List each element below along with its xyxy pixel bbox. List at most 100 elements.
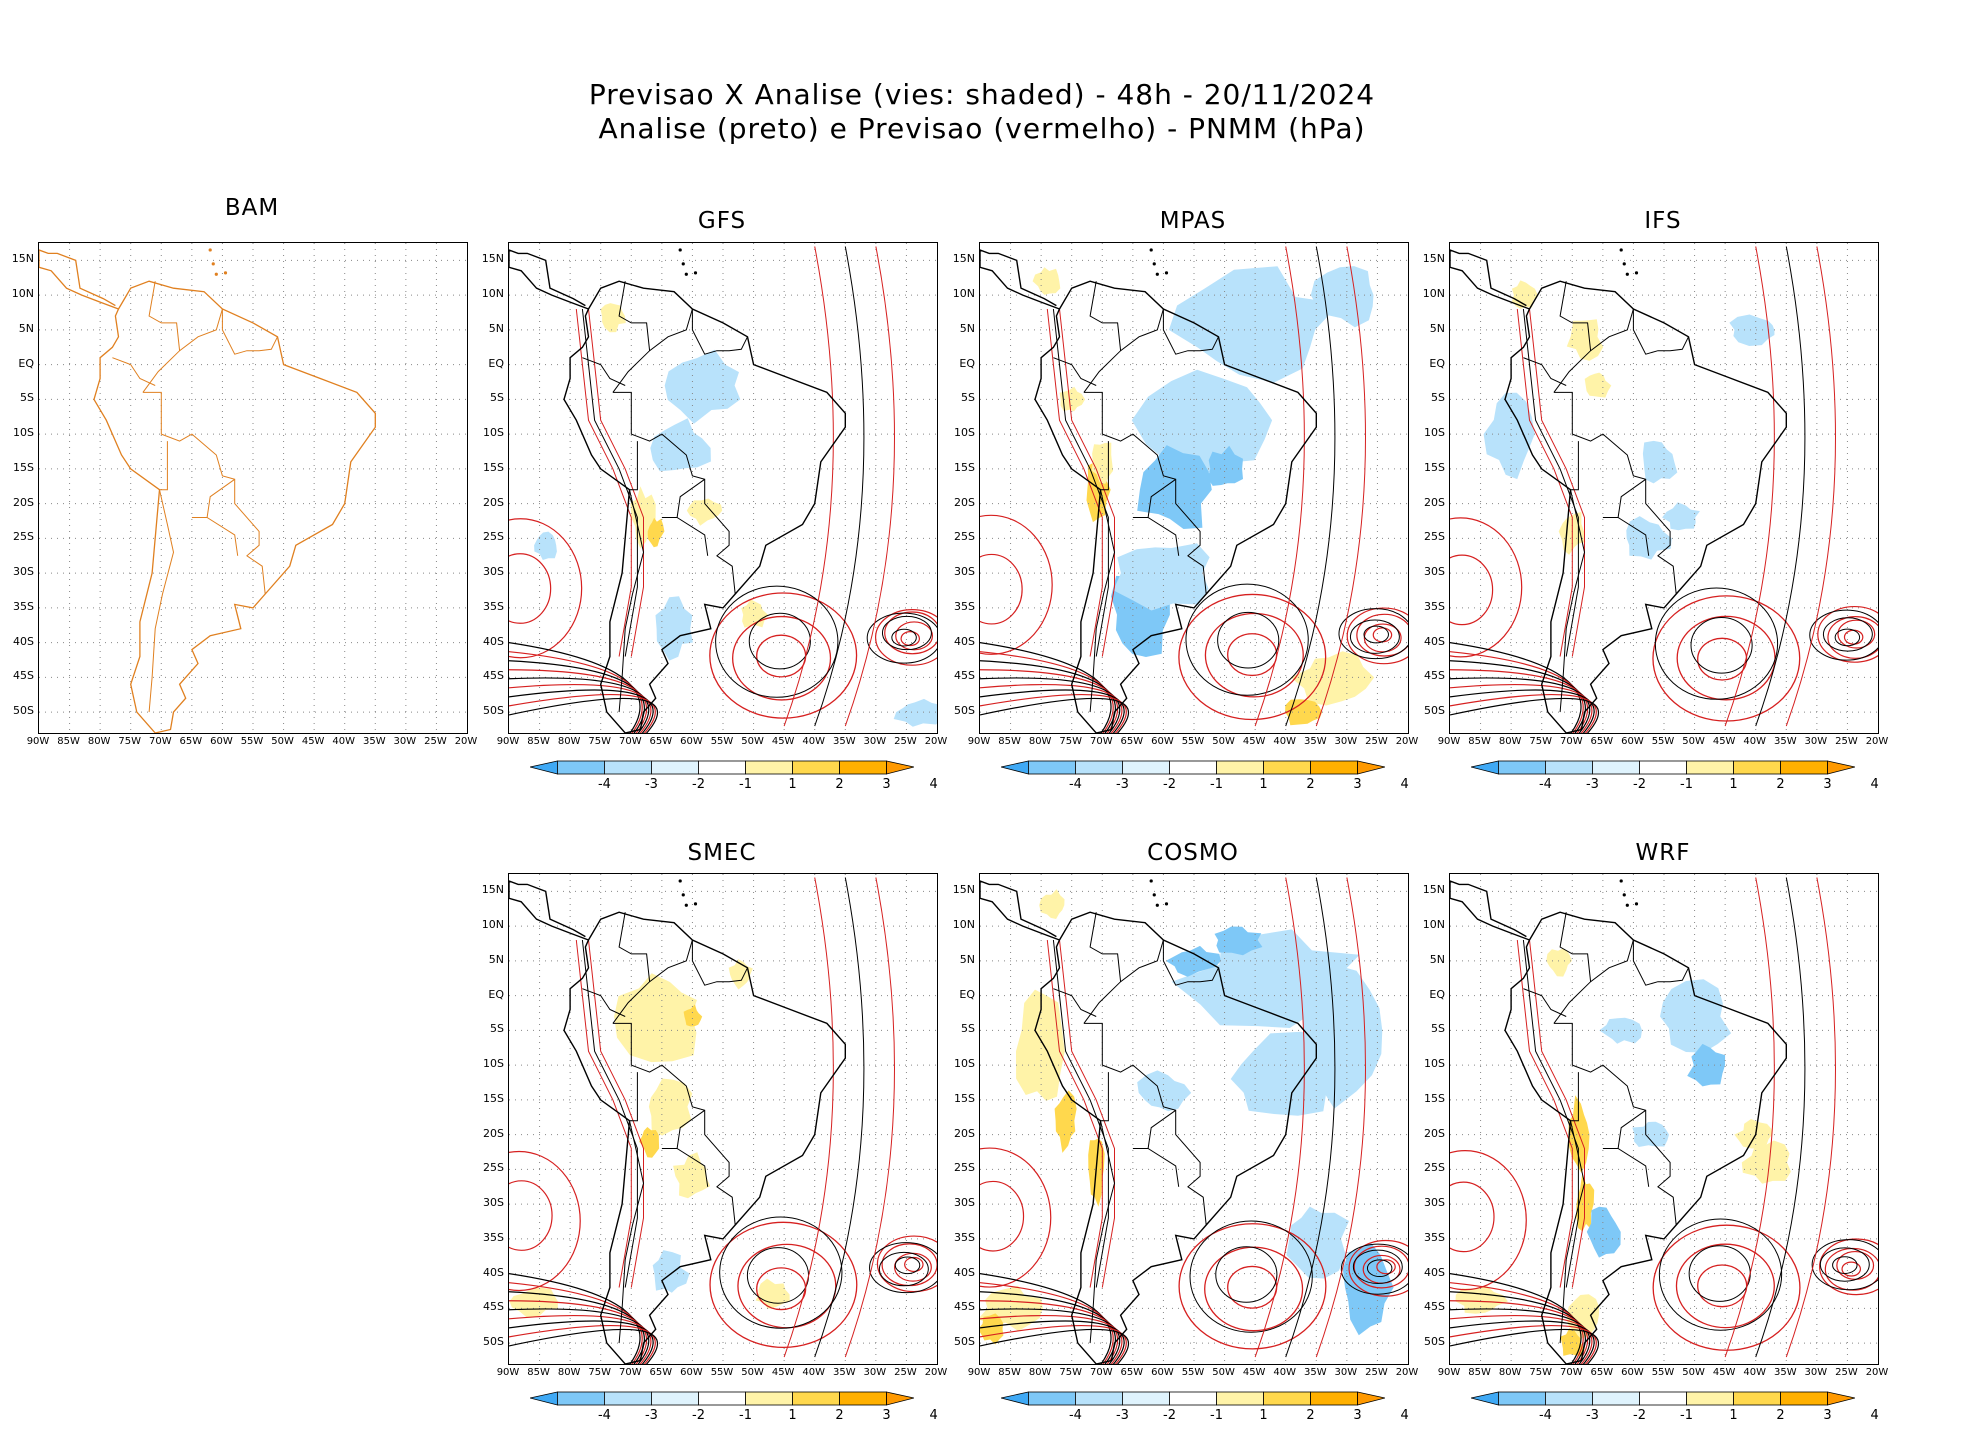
lon-label: 25W — [894, 1367, 917, 1378]
colorbar-swatch — [529, 1391, 558, 1406]
forecast-isobar — [1652, 1224, 1801, 1351]
lon-label: 45W — [1712, 1367, 1736, 1378]
coastline-central-america — [509, 880, 589, 941]
island — [1622, 262, 1626, 266]
analysis-isobar — [878, 1251, 929, 1287]
colorbar-swatch — [1827, 1391, 1856, 1406]
map-ifs — [1449, 242, 1879, 734]
analysis-isobar — [1755, 246, 1806, 727]
map-gfs — [508, 242, 938, 734]
colorbar-label: 3 — [1353, 1408, 1362, 1423]
bias-shade — [1039, 889, 1065, 919]
lon-label: 55W — [1181, 736, 1205, 747]
lat-label: 5S — [961, 1022, 975, 1036]
lon-label: 60W — [1151, 736, 1174, 747]
forecast-isobar — [1676, 615, 1776, 701]
forecast-isobar — [980, 651, 1114, 733]
colorbar-smec — [529, 1391, 915, 1411]
coastline-south-america — [93, 280, 376, 733]
analysis-isobar — [1189, 1220, 1313, 1333]
analysis-isobar — [866, 612, 937, 664]
lon-label: 90W — [967, 1367, 991, 1378]
analysis-isobar — [509, 660, 645, 733]
map-svg-wrf — [1450, 874, 1878, 1364]
lon-label: 90W — [1437, 1367, 1461, 1378]
lat-label: 40S — [13, 634, 34, 648]
forecast-isobar — [1450, 554, 1494, 626]
colorbar-swatch — [1075, 760, 1123, 775]
lat-label: 25S — [483, 530, 504, 544]
bias-shade — [1137, 445, 1212, 529]
lon-label: 25W — [1365, 1367, 1388, 1378]
panel-title-bam: BAM — [224, 195, 280, 221]
analysis-isobar — [1450, 1308, 1591, 1364]
bias-shade — [1566, 1294, 1600, 1340]
forecast-isobar — [1353, 1245, 1408, 1289]
lat-label: 5N — [959, 952, 975, 966]
lon-label: 75W — [1059, 1367, 1083, 1378]
lat-label: 5S — [1431, 391, 1445, 405]
lat-label: 10N — [1422, 287, 1445, 301]
analysis-isobar — [980, 660, 1116, 733]
map-mpas — [979, 242, 1409, 734]
lon-label: 40W — [1273, 1367, 1297, 1378]
analysis-isobar — [1522, 308, 1579, 657]
lat-label: 50S — [483, 1335, 504, 1349]
island — [1164, 902, 1169, 906]
analysis-isobar — [980, 697, 1130, 733]
analysis-isobar — [509, 1328, 659, 1364]
forecast-isobar — [1059, 308, 1115, 657]
lat-label: 35S — [954, 1230, 975, 1244]
island — [684, 903, 688, 907]
forecast-isobar — [509, 518, 583, 659]
map-cosmo — [979, 873, 1409, 1365]
coastline-south-america — [563, 280, 846, 733]
lon-label: 70W — [1089, 1367, 1113, 1378]
island — [1634, 271, 1639, 275]
analysis-isobar — [1366, 1259, 1393, 1278]
forecast-isobar — [1675, 1243, 1775, 1329]
analysis-isobar — [1285, 246, 1336, 727]
colorbar-label: 2 — [1776, 1408, 1785, 1423]
lat-label: 35S — [483, 599, 504, 613]
lon-label: 30W — [863, 1367, 887, 1378]
lon-label: 20W — [1865, 736, 1889, 747]
lon-label: 30W — [393, 736, 417, 747]
bias-shade — [1054, 1090, 1077, 1153]
country-border — [1147, 1148, 1180, 1187]
lat-label: EQ — [18, 356, 34, 370]
forecast-isobar — [1450, 1300, 1588, 1364]
lat-label: 15N — [481, 252, 504, 266]
forecast-isobar — [1046, 308, 1103, 657]
forecast-isobar — [980, 1282, 1114, 1364]
country-border — [1559, 1120, 1586, 1344]
analysis-isobar — [509, 689, 654, 733]
country-border — [1089, 281, 1122, 351]
forecast-isobar — [783, 877, 834, 1358]
lat-label: 45S — [1424, 1300, 1445, 1314]
country-border — [1162, 309, 1219, 355]
lat-label: 45S — [954, 669, 975, 683]
lon-label: 60W — [210, 736, 233, 747]
lon-label: 45W — [771, 736, 795, 747]
bias-shade — [1584, 372, 1612, 398]
bias-shade — [673, 1152, 711, 1199]
colorbar-label: 3 — [1823, 1408, 1832, 1423]
map-svg-cosmo — [980, 874, 1408, 1364]
lon-label: 20W — [454, 736, 478, 747]
analysis-isobar — [980, 1320, 1125, 1364]
bias-shade — [655, 596, 693, 661]
country-border — [1559, 489, 1586, 713]
analysis-isobar — [1832, 1256, 1858, 1274]
colorbar-swatch — [1639, 760, 1687, 775]
colorbar-swatch — [792, 1391, 840, 1406]
lon-label: 60W — [680, 736, 703, 747]
lat-label: EQ — [488, 987, 504, 1001]
lat-label: 5N — [18, 321, 34, 335]
lon-label: 90W — [1437, 736, 1461, 747]
forecast-isobar — [509, 1325, 656, 1364]
forecast-isobar — [509, 651, 643, 733]
colorbar-swatch — [1498, 1391, 1546, 1406]
lat-label: 45S — [1424, 669, 1445, 683]
map-bam — [38, 242, 468, 734]
